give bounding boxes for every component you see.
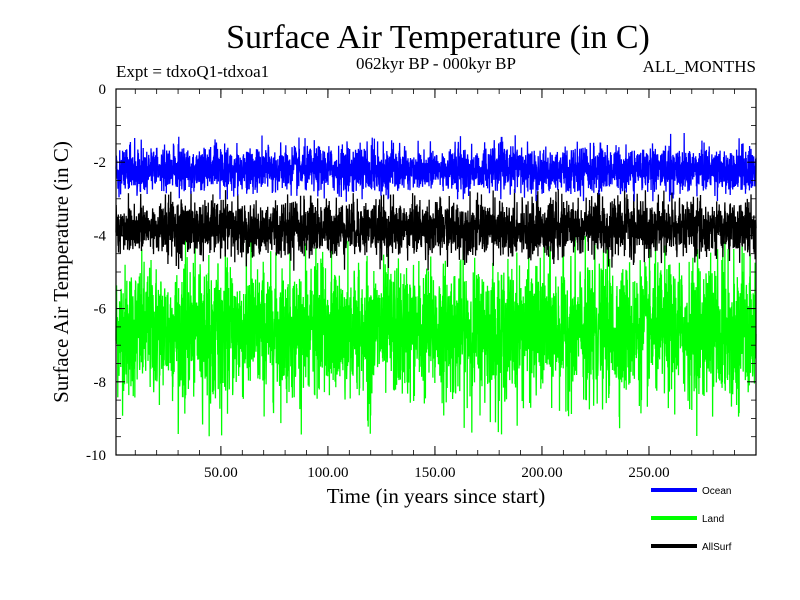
x-axis: 50.00 100.00 150.00 200.00 250.00	[134, 89, 735, 481]
y-tick-label: -10	[86, 448, 106, 464]
months-label: ALL_MONTHS	[643, 57, 756, 76]
series-line-land	[115, 235, 757, 437]
y-axis-title: Surface Air Temperature (in C)	[49, 141, 73, 403]
series-line-ocean	[115, 132, 757, 202]
x-tick-label: 50.00	[204, 465, 238, 481]
y-tick-label: -4	[94, 228, 107, 244]
y-axis: 0 -2 -4 -6 -8 -10	[86, 82, 756, 464]
legend-label-ocean: Ocean	[702, 486, 731, 497]
series-layer	[115, 132, 757, 437]
x-tick-label: 150.00	[414, 465, 455, 481]
chart-title: Surface Air Temperature (in C)	[226, 19, 650, 56]
y-tick-label: -8	[94, 375, 107, 391]
period-label: 062kyr BP - 000kyr BP	[356, 54, 516, 73]
x-tick-label: 200.00	[521, 465, 562, 481]
experiment-label: Expt = tdxoQ1-tdxoa1	[116, 62, 269, 81]
y-tick-label: 0	[99, 82, 107, 98]
x-tick-label: 250.00	[628, 465, 669, 481]
legend-label-allsurf: AllSurf	[702, 542, 732, 553]
legend-label-land: Land	[702, 514, 724, 525]
y-tick-label: -6	[94, 302, 107, 318]
series-line-allsurf	[115, 188, 757, 271]
x-axis-title: Time (in years since start)	[327, 484, 546, 508]
x-tick-label: 100.00	[307, 465, 348, 481]
legend: Ocean Land AllSurf	[651, 486, 732, 553]
y-tick-label: -2	[94, 155, 107, 171]
plot-area	[116, 89, 756, 455]
